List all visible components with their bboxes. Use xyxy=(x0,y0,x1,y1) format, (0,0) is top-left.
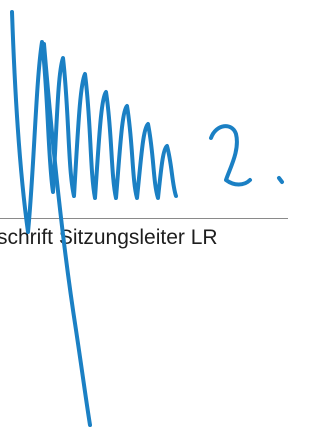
document-page: schrift Sitzungsleiter LR xyxy=(0,0,288,427)
signature-dot xyxy=(279,178,282,182)
signature xyxy=(0,0,288,427)
signature-mark xyxy=(211,126,250,184)
signature-loops xyxy=(12,12,176,232)
